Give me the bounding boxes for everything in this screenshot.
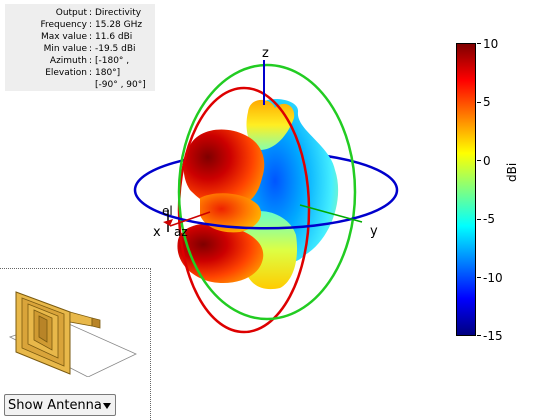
colorbar-tick bbox=[477, 277, 481, 278]
y-axis-line bbox=[299, 204, 363, 223]
colorbar-tick-label: -5 bbox=[483, 212, 495, 226]
pattern-main-lobe-center bbox=[200, 193, 262, 233]
info-row-min-value: Min value : -19.5 dBi bbox=[5, 43, 155, 55]
view-select-value: Show Antenna bbox=[8, 398, 102, 413]
info-label: Max value bbox=[40, 32, 87, 42]
x-axis-label: x bbox=[153, 225, 161, 240]
info-separator: : bbox=[89, 44, 93, 54]
info-value: Directivity bbox=[95, 8, 142, 18]
colorbar-tick-label: -10 bbox=[483, 271, 503, 285]
info-separator: : bbox=[89, 20, 93, 30]
pattern-main-lobe-upper bbox=[183, 129, 265, 209]
info-row-output: Output : Directivity bbox=[5, 7, 155, 19]
info-row-elevation: Elevation : 180°] bbox=[5, 67, 155, 79]
radiation-pattern-plot[interactable]: z y x el az bbox=[0, 0, 440, 420]
info-label: Frequency bbox=[40, 20, 88, 30]
info-label: Min value bbox=[43, 44, 87, 54]
z-axis-label: z bbox=[262, 46, 269, 61]
pattern-main-lobe-lower bbox=[177, 223, 264, 284]
colorbar-unit-label: dBi bbox=[505, 162, 519, 182]
info-value: 180°] bbox=[95, 68, 121, 78]
colorbar-tick bbox=[477, 43, 481, 44]
colorbar-tick-label: 5 bbox=[483, 95, 491, 109]
info-value: 15.28 GHz bbox=[95, 20, 143, 30]
info-value: -19.5 dBi bbox=[95, 44, 136, 54]
info-row-azimuth: Azimuth : [-180° , bbox=[5, 55, 155, 67]
info-value: 11.6 dBi bbox=[95, 32, 133, 42]
info-separator: : bbox=[89, 68, 93, 78]
colorbar-tick-label: -15 bbox=[483, 329, 503, 343]
info-label: Output bbox=[55, 8, 87, 18]
info-value: [-180° , bbox=[95, 56, 130, 66]
info-separator: : bbox=[89, 56, 93, 66]
colorbar-tick bbox=[477, 160, 481, 161]
colorbar-tick-label: 0 bbox=[483, 154, 491, 168]
vertical-ring bbox=[177, 63, 357, 321]
view-select[interactable]: Show Antenna bbox=[4, 394, 116, 416]
colorbar bbox=[456, 43, 476, 336]
info-value: [-90° , 90°] bbox=[95, 80, 146, 90]
colorbar-tick bbox=[477, 102, 481, 103]
info-row-frequency: Frequency : 15.28 GHz bbox=[5, 19, 155, 31]
colorbar-tick bbox=[477, 335, 481, 336]
azimuth-ring-front bbox=[133, 189, 399, 230]
info-row-elevation-range: [-90° , 90°] bbox=[5, 79, 155, 91]
el-label: el bbox=[162, 204, 173, 218]
chevron-down-icon bbox=[103, 403, 111, 409]
y-axis-label: y bbox=[370, 224, 378, 239]
info-label: Azimuth bbox=[49, 56, 87, 66]
az-arrow-icon bbox=[163, 219, 173, 226]
info-row-max-value: Max value : 11.6 dBi bbox=[5, 31, 155, 43]
info-separator: : bbox=[89, 8, 93, 18]
az-label: az bbox=[174, 225, 188, 239]
antenna-thumbnail-panel bbox=[0, 268, 151, 420]
info-label: Elevation bbox=[45, 68, 87, 78]
colorbar-tick bbox=[477, 219, 481, 220]
info-separator: : bbox=[89, 32, 93, 42]
x-axis-line bbox=[169, 211, 211, 227]
info-panel: Output : Directivity Frequency : 15.28 G… bbox=[5, 4, 155, 91]
colorbar-tick-label: 10 bbox=[483, 37, 499, 51]
horn-antenna-icon bbox=[8, 291, 137, 377]
